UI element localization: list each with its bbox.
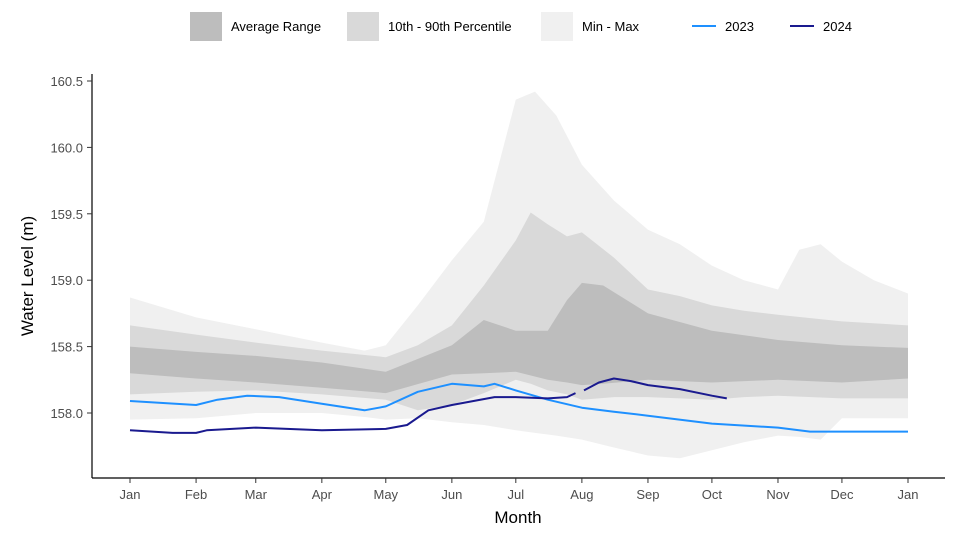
y-tick-label: 160.0 bbox=[50, 140, 83, 155]
bands bbox=[130, 91, 908, 459]
legend-label-2024: 2024 bbox=[823, 19, 852, 34]
y-ticks: 158.0 158.5 159.0 159.5 160.0 160.5 bbox=[50, 74, 92, 421]
legend-label-2023: 2023 bbox=[725, 19, 754, 34]
x-tick-label: Feb bbox=[185, 487, 207, 502]
x-tick-label: May bbox=[373, 487, 398, 502]
x-ticks: Jan Feb Mar Apr May Jun Jul Aug Sep Oct Nov Dec Jan bbox=[120, 478, 919, 502]
x-tick-label: Jan bbox=[120, 487, 141, 502]
x-tick-label: Mar bbox=[245, 487, 268, 502]
series-line-2024-segment-1 bbox=[129, 392, 576, 434]
series-lines bbox=[129, 377, 908, 434]
x-tick-label: Jul bbox=[507, 487, 524, 502]
series-line-2023-segment-1 bbox=[129, 382, 908, 433]
series-line-2024-segment-2 bbox=[583, 377, 727, 400]
x-tick-label: Jun bbox=[441, 487, 462, 502]
y-axis-title: Water Level (m) bbox=[18, 216, 37, 336]
legend-label-min-max: Min - Max bbox=[582, 19, 640, 34]
x-tick-label: Sep bbox=[636, 487, 659, 502]
x-tick-label: Apr bbox=[312, 487, 333, 502]
x-tick-label: Dec bbox=[830, 487, 854, 502]
y-tick-label: 159.0 bbox=[50, 273, 83, 288]
y-tick-label: 158.0 bbox=[50, 406, 83, 421]
x-axis-title: Month bbox=[494, 508, 541, 527]
legend-label-percentile: 10th - 90th Percentile bbox=[388, 19, 512, 34]
legend-swatch-average-range bbox=[190, 12, 222, 41]
legend-label-average-range: Average Range bbox=[231, 19, 321, 34]
y-tick-label: 160.5 bbox=[50, 74, 83, 89]
axes bbox=[91, 74, 945, 479]
x-tick-label: Jan bbox=[898, 487, 919, 502]
y-tick-label: 159.5 bbox=[50, 207, 83, 222]
legend: Average Range 10th - 90th Percentile Min… bbox=[190, 12, 852, 41]
legend-swatch-percentile bbox=[347, 12, 379, 41]
x-tick-label: Oct bbox=[702, 487, 723, 502]
x-tick-label: Nov bbox=[766, 487, 790, 502]
y-tick-label: 158.5 bbox=[50, 340, 83, 355]
x-tick-label: Aug bbox=[570, 487, 593, 502]
band-average-range bbox=[130, 282, 908, 394]
legend-swatch-min-max bbox=[541, 12, 573, 41]
